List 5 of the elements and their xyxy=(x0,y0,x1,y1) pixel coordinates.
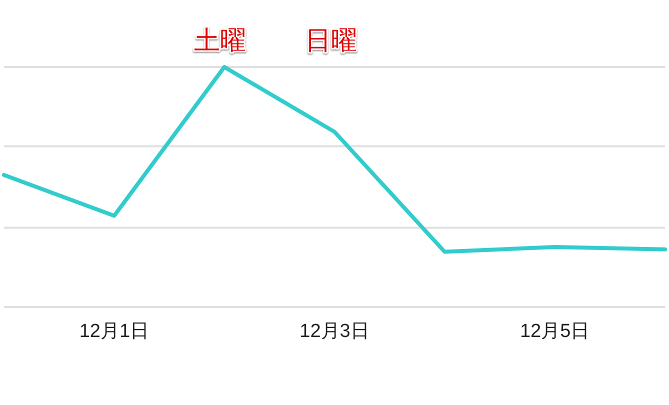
annotation: 土曜 xyxy=(194,25,246,55)
x-tick-label: 12月5日 xyxy=(520,321,590,342)
x-tick-label: 12月3日 xyxy=(300,321,370,342)
x-tick-label: 12月1日 xyxy=(79,321,150,342)
annotation: 日曜 xyxy=(305,25,357,55)
